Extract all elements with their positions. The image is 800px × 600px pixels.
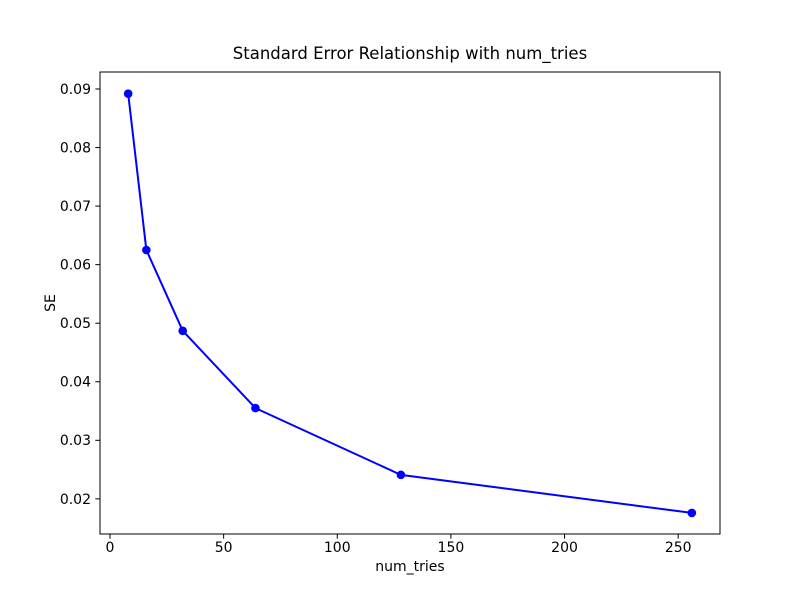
data-point-marker	[251, 403, 260, 413]
x-tick-label: 150	[438, 540, 465, 556]
x-tick-label: 250	[665, 540, 692, 556]
x-axis-label: num_tries	[375, 559, 445, 575]
x-tick-label: 200	[551, 540, 578, 556]
data-point-marker	[396, 470, 406, 480]
data-point-marker	[687, 508, 697, 518]
y-tick-label: 0.03	[60, 433, 91, 449]
chart-title: Standard Error Relationship with num_tri…	[232, 44, 588, 63]
y-tick-label: 0.02	[60, 492, 91, 508]
x-tick-label: 50	[215, 540, 233, 556]
y-tick-label: 0.09	[60, 82, 91, 98]
se-line-series	[127, 92, 693, 514]
data-point-marker	[142, 245, 151, 255]
y-tick-label: 0.04	[60, 375, 91, 391]
y-tick-label: 0.08	[60, 140, 91, 156]
y-tick-label: 0.07	[60, 199, 91, 215]
data-point-marker	[123, 89, 133, 98]
y-tick-label: 0.06	[60, 258, 91, 274]
plot-frame	[99, 71, 721, 535]
y-axis-label: SE	[43, 294, 59, 312]
y-tick-label: 0.05	[60, 316, 91, 332]
x-tick-label: 100	[324, 540, 351, 556]
data-point-marker	[178, 326, 188, 336]
x-tick-label: 0	[106, 540, 115, 556]
